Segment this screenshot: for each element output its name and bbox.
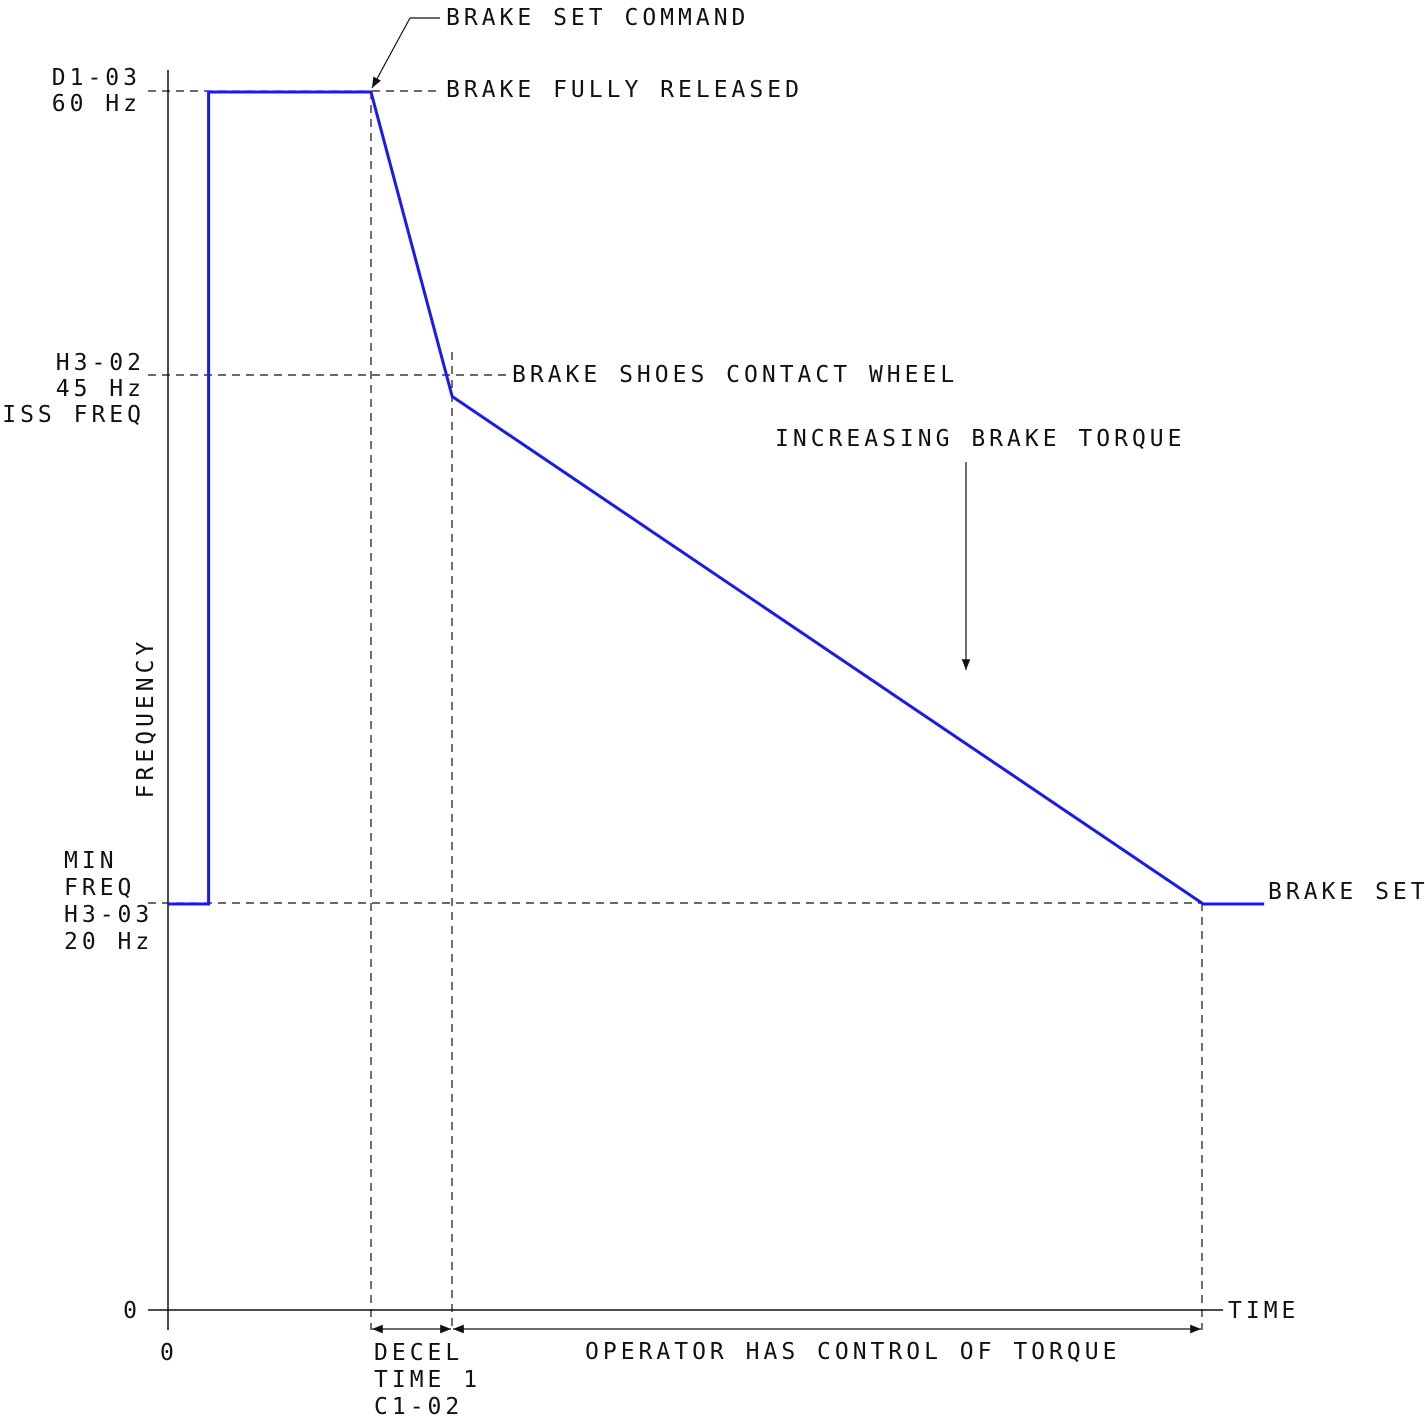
svg-text:DECEL: DECEL <box>374 1340 463 1366</box>
annotation-brake-shoes-contact: BRAKE SHOES CONTACT WHEEL <box>512 362 958 388</box>
annotation-brake-set-command: BRAKE SET COMMAND <box>371 5 749 89</box>
annotation-decel-time: DECEL TIME 1 C1-02 <box>374 1340 481 1420</box>
svg-text:KISS FREQ: KISS FREQ <box>0 402 145 428</box>
x-tick-label-0: 0 <box>160 1340 178 1366</box>
svg-text:BRAKE SET COMMAND: BRAKE SET COMMAND <box>446 5 749 31</box>
svg-text:D1-03: D1-03 <box>52 65 141 91</box>
svg-text:C1-02: C1-02 <box>374 1394 463 1420</box>
y-tick-label-45: H3-02 45 Hz KISS FREQ <box>0 350 145 428</box>
svg-text:FREQ: FREQ <box>64 875 135 901</box>
svg-text:60 Hz: 60 Hz <box>52 91 141 117</box>
annotation-brake-set: BRAKE SET <box>1268 879 1425 905</box>
y-tick-label-60: D1-03 60 Hz <box>52 65 141 117</box>
annotation-increasing-torque: INCREASING BRAKE TORQUE <box>775 426 1186 670</box>
svg-text:MIN: MIN <box>64 848 118 874</box>
y-tick-label-0: 0 <box>123 1298 141 1324</box>
series-layer <box>168 90 1265 906</box>
y-tick-label-20: MIN FREQ H3-03 20 Hz <box>64 848 153 955</box>
annotation-operator-control: OPERATOR HAS CONTROL OF TORQUE <box>585 1339 1120 1365</box>
svg-text:H3-03: H3-03 <box>64 902 153 928</box>
svg-text:20 Hz: 20 Hz <box>64 929 153 955</box>
annotation-brake-fully-released: BRAKE FULLY RELEASED <box>446 77 803 103</box>
y-axis-label: FREQUENCY <box>133 638 159 799</box>
svg-text:TIME 1: TIME 1 <box>374 1367 481 1393</box>
series-line-0 <box>168 90 1265 906</box>
svg-text:45 Hz: 45 Hz <box>56 376 145 402</box>
svg-text:H3-02: H3-02 <box>56 350 145 376</box>
x-axis-label: TIME <box>1228 1298 1299 1324</box>
svg-text:INCREASING BRAKE TORQUE: INCREASING BRAKE TORQUE <box>775 426 1186 452</box>
